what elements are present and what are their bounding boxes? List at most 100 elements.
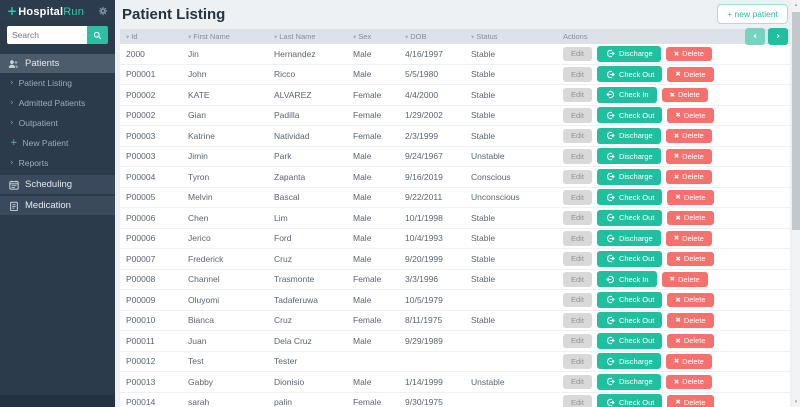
edit-button[interactable]: Edit xyxy=(563,67,592,82)
delete-button[interactable]: ✖ Delete xyxy=(667,190,714,205)
cell-first: Gian xyxy=(188,110,206,121)
delete-button[interactable]: ✖ Delete xyxy=(665,354,712,369)
column-header-last-name[interactable]: ▾ Last Name xyxy=(268,32,347,41)
check-out-button[interactable]: Check Out xyxy=(596,312,663,329)
delete-button[interactable]: ✖ Delete xyxy=(665,149,712,164)
edit-button[interactable]: Edit xyxy=(563,210,592,225)
scrollbar[interactable]: ▴ ▾ xyxy=(792,0,800,407)
sort-desc-icon: ▾ xyxy=(405,32,409,41)
sidebar-item-label: Reports xyxy=(18,158,49,168)
delete-button[interactable]: ✖ Delete xyxy=(661,272,708,287)
action-button-label: Check Out xyxy=(618,254,655,263)
prev-page-button[interactable]: ‹ xyxy=(745,28,765,45)
delete-button[interactable]: ✖ Delete xyxy=(665,46,712,61)
sidebar-item-reports[interactable]: › Reports xyxy=(0,153,115,173)
check-in-button[interactable]: Check In xyxy=(596,271,657,288)
edit-button[interactable]: Edit xyxy=(563,87,592,102)
check-out-button[interactable]: Check Out xyxy=(596,394,663,407)
column-header-id[interactable]: ▾ Id xyxy=(120,32,182,41)
check-out-button[interactable]: Check Out xyxy=(596,107,663,124)
edit-button[interactable]: Edit xyxy=(563,292,592,307)
edit-button[interactable]: Edit xyxy=(563,128,592,143)
delete-button[interactable]: ✖ Delete xyxy=(665,374,712,389)
edit-button[interactable]: Edit xyxy=(563,169,592,184)
column-header-status[interactable]: ▾ Status xyxy=(465,32,557,41)
sidebar-item-scheduling[interactable]: Scheduling xyxy=(0,173,115,194)
column-header-sex[interactable]: ▾ Sex xyxy=(347,32,399,41)
next-page-button[interactable]: › xyxy=(768,28,788,45)
discharge-button[interactable]: Discharge xyxy=(596,127,661,144)
delete-button[interactable]: ✖ Delete xyxy=(661,87,708,102)
delete-button[interactable]: ✖ Delete xyxy=(667,67,714,82)
sidebar-item-admitted-patients[interactable]: › Admitted Patients xyxy=(0,93,115,113)
delete-button[interactable]: ✖ Delete xyxy=(667,108,714,123)
cell-first: Bianca xyxy=(188,315,214,326)
discharge-button[interactable]: Discharge xyxy=(596,45,661,62)
sidebar-item-medication[interactable]: Medication xyxy=(0,194,115,215)
delete-button[interactable]: ✖ Delete xyxy=(667,333,714,348)
action-button-label: Check Out xyxy=(618,69,655,79)
discharge-button[interactable]: Discharge xyxy=(596,230,661,247)
check-out-button[interactable]: Check Out xyxy=(596,250,663,267)
column-header-dob[interactable]: ▾ DOB xyxy=(399,32,465,41)
edit-button[interactable]: Edit xyxy=(563,46,592,61)
edit-button[interactable]: Edit xyxy=(563,395,592,407)
cell-actions: Edit Check Out ✖ Delete xyxy=(557,189,790,206)
sidebar-item-label: Patient Listing xyxy=(18,78,73,88)
column-header-label: Status xyxy=(476,32,498,41)
table-row: P00010 Bianca Cruz Female 8/11/1975 Stable Edi… xyxy=(120,310,790,331)
check-out-button[interactable]: Check Out xyxy=(596,291,663,308)
discharge-button[interactable]: Discharge xyxy=(596,148,661,165)
sidebar-header: +HospitalRun xyxy=(0,0,115,21)
edit-button[interactable]: Edit xyxy=(563,313,592,328)
delete-button[interactable]: ✖ Delete xyxy=(667,395,714,407)
check-out-button[interactable]: Check Out xyxy=(596,189,663,206)
edit-button[interactable]: Edit xyxy=(563,251,592,266)
scrollbar-thumb[interactable] xyxy=(792,12,800,230)
sidebar-search xyxy=(0,21,115,45)
check-out-button[interactable]: Check Out xyxy=(596,209,663,226)
cell-last: Trasmonte xyxy=(274,274,315,285)
search-button[interactable] xyxy=(87,26,108,44)
check-out-button[interactable]: Check Out xyxy=(596,332,663,349)
new-patient-button[interactable]: + new patient xyxy=(717,4,788,24)
column-header-first-name[interactable]: ▾ First Name xyxy=(182,32,268,41)
delete-button[interactable]: ✖ Delete xyxy=(667,313,714,328)
edit-button[interactable]: Edit xyxy=(563,374,592,389)
edit-button[interactable]: Edit xyxy=(563,108,592,123)
sign-out-icon xyxy=(605,295,616,304)
discharge-button[interactable]: Discharge xyxy=(596,353,661,370)
table-row: P00013 Gabby Dionisio Male 1/14/1999 Unstable… xyxy=(120,372,790,393)
cell-sex: Male xyxy=(353,69,372,80)
delete-button[interactable]: ✖ Delete xyxy=(667,292,714,307)
edit-button[interactable]: Edit xyxy=(563,333,592,348)
sort-desc-icon: ▾ xyxy=(126,32,130,41)
x-icon: ✖ xyxy=(675,316,681,324)
delete-button[interactable]: ✖ Delete xyxy=(667,251,714,266)
check-in-button[interactable]: Check In xyxy=(596,86,657,103)
sidebar-item-new-patient[interactable]: + New Patient xyxy=(0,133,115,153)
search-input[interactable] xyxy=(7,26,87,44)
cell-id: P00006 xyxy=(126,233,156,244)
edit-button[interactable]: Edit xyxy=(563,272,592,287)
cell-actions: Edit Check Out ✖ Delete xyxy=(557,250,790,267)
check-out-button[interactable]: Check Out xyxy=(596,66,663,83)
edit-button[interactable]: Edit xyxy=(563,149,592,164)
delete-button[interactable]: ✖ Delete xyxy=(667,210,714,225)
app-logo[interactable]: +HospitalRun xyxy=(7,4,84,18)
edit-button[interactable]: Edit xyxy=(563,190,592,205)
sidebar-item-patients[interactable]: Patients xyxy=(0,52,115,73)
edit-button[interactable]: Edit xyxy=(563,354,592,369)
delete-button[interactable]: ✖ Delete xyxy=(665,169,712,184)
delete-button[interactable]: ✖ Delete xyxy=(665,128,712,143)
cell-dob: 10/5/1979 xyxy=(405,294,443,305)
scroll-down-arrow[interactable]: ▾ xyxy=(794,399,798,405)
gear-icon[interactable] xyxy=(98,6,108,16)
edit-button[interactable]: Edit xyxy=(563,231,592,246)
scroll-up-arrow[interactable]: ▴ xyxy=(794,2,798,8)
discharge-button[interactable]: Discharge xyxy=(596,373,661,390)
discharge-button[interactable]: Discharge xyxy=(596,168,661,185)
delete-button[interactable]: ✖ Delete xyxy=(665,231,712,246)
sidebar-item-outpatient[interactable]: › Outpatient xyxy=(0,113,115,133)
sidebar-item-patient-listing[interactable]: › Patient Listing xyxy=(0,73,115,93)
